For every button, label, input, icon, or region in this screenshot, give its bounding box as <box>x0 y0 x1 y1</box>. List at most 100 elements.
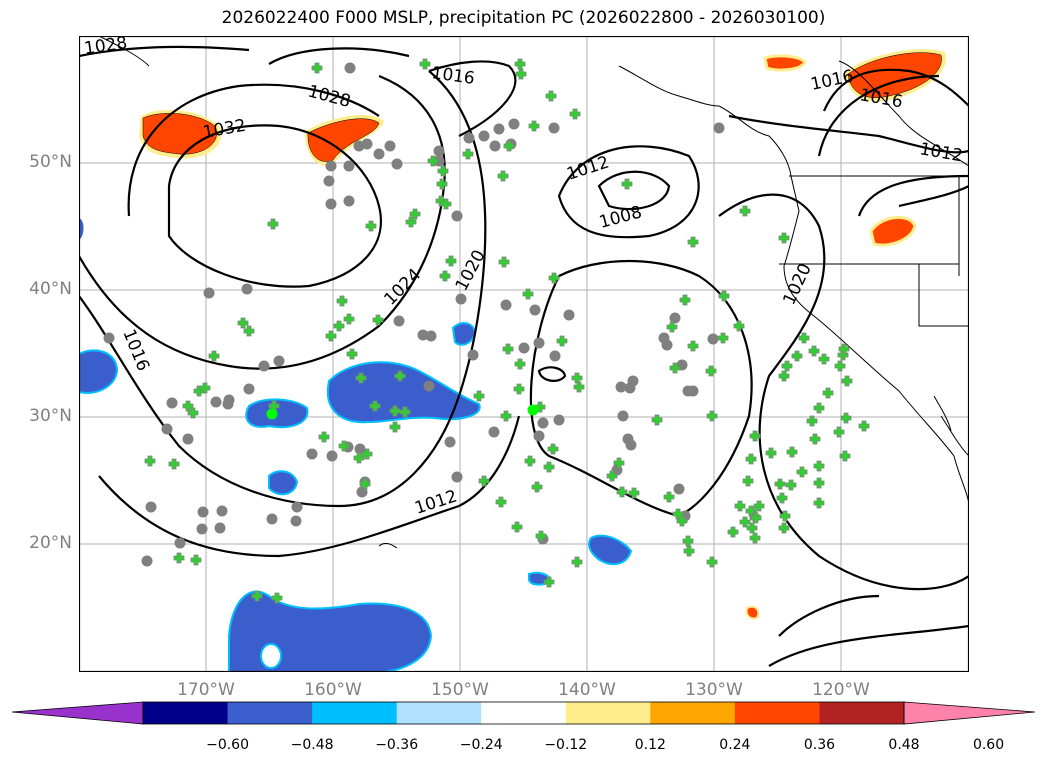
station-cross-marker <box>651 414 663 426</box>
station-circle-marker <box>266 513 278 525</box>
station-cross-marker <box>718 290 730 302</box>
station-cross-marker <box>355 372 367 384</box>
station-cross-marker <box>839 450 851 462</box>
station-circle-marker <box>166 397 178 409</box>
station-cross-marker <box>503 140 515 152</box>
precip-neg-area <box>228 590 433 672</box>
colorbar-tick-label: −0.36 <box>375 737 419 753</box>
station-cross-marker <box>746 522 758 534</box>
station-circle-marker <box>145 501 157 513</box>
station-circle-marker <box>489 140 501 152</box>
station-cross-marker <box>524 455 536 467</box>
station-cross-marker <box>616 486 628 498</box>
station-cross-marker <box>545 90 557 102</box>
station-cross-marker <box>833 426 845 438</box>
station-circle-marker <box>444 436 456 448</box>
station-cross-marker <box>419 58 431 70</box>
station-cross-marker <box>858 420 870 432</box>
station-cross-marker <box>706 556 718 568</box>
colorbar-extend-low <box>12 702 143 724</box>
colorbar-tick-label: −0.24 <box>459 737 503 753</box>
station-circle-marker <box>210 396 222 408</box>
colorbar <box>11 701 1036 725</box>
station-circle-marker <box>624 382 636 394</box>
station-cross-marker <box>806 415 818 427</box>
station-circle-marker <box>141 555 153 567</box>
station-circle-marker <box>548 122 560 134</box>
station-cross-marker <box>779 510 791 522</box>
station-cross-marker <box>365 220 377 232</box>
station-circle-marker <box>493 123 505 135</box>
station-cross-marker <box>734 500 746 512</box>
station-cross-marker <box>687 340 699 352</box>
station-cross-marker <box>739 205 751 217</box>
station-circle-marker <box>433 155 445 167</box>
station-cross-marker <box>548 272 560 284</box>
station-cross-marker <box>514 58 526 70</box>
station-cross-marker <box>742 475 754 487</box>
station-cross-marker <box>271 592 283 604</box>
station-circle-marker <box>451 471 463 483</box>
station-cross-marker <box>841 375 853 387</box>
station-circle-marker <box>323 175 335 187</box>
colorbar-tick-label: 0.24 <box>719 737 751 753</box>
station-cross-marker <box>739 516 751 528</box>
station-circle-marker <box>563 309 575 321</box>
station-circle-marker <box>455 293 467 305</box>
station-circle-marker <box>326 450 338 462</box>
station-circle-marker <box>343 160 355 172</box>
station-highlight-marker <box>527 404 539 416</box>
isobars <box>79 45 969 667</box>
station-cross-marker <box>556 335 568 347</box>
precip-hole <box>260 643 282 669</box>
colorbar-segment <box>565 702 651 724</box>
station-cross-marker <box>325 330 337 342</box>
station-cross-marker <box>796 466 808 478</box>
station-cross-marker <box>687 236 699 248</box>
precip-neg-area <box>268 470 299 496</box>
station-circle-marker <box>451 210 463 222</box>
isobar-label: 1028 <box>83 36 129 59</box>
station-cross-marker <box>791 350 803 362</box>
station-cross-marker <box>199 382 211 394</box>
station-cross-marker <box>528 120 540 132</box>
station-circle-marker <box>707 333 719 345</box>
station-cross-marker <box>522 288 534 300</box>
lon-label-150w: 150°W <box>431 680 489 700</box>
station-cross-marker <box>749 532 761 544</box>
station-cross-marker <box>733 320 745 332</box>
station-circle-marker <box>103 332 115 344</box>
station-cross-marker <box>372 314 384 326</box>
station-cross-marker <box>543 461 555 473</box>
station-cross-marker <box>676 515 688 527</box>
station-circle-marker <box>391 158 403 170</box>
station-circle-marker <box>325 160 337 172</box>
station-cross-marker <box>359 478 371 490</box>
station-circle-marker <box>529 304 541 316</box>
negative-precip-areas <box>79 218 633 672</box>
station-circle-marker <box>325 198 337 210</box>
station-circle-marker <box>196 523 208 535</box>
station-cross-marker <box>838 343 850 355</box>
station-circle-marker <box>273 355 285 367</box>
isobar-labels: 1028 1016 1028 1032 1016 1016 1012 1012 … <box>83 36 964 519</box>
station-cross-marker <box>462 148 474 160</box>
lon-label-140w: 140°W <box>558 680 616 700</box>
station-circle-marker <box>533 430 545 442</box>
lon-label-130w: 130°W <box>685 680 743 700</box>
station-circle-marker <box>518 342 530 354</box>
station-cross-marker <box>786 446 798 458</box>
station-cross-marker <box>706 410 718 422</box>
station-circle-marker <box>549 350 561 362</box>
coastlines <box>98 36 969 549</box>
station-cross-marker <box>427 155 439 167</box>
colorbar-segment <box>481 702 567 724</box>
station-cross-marker <box>813 460 825 472</box>
station-cross-marker <box>346 348 358 360</box>
station-circle-marker <box>500 299 512 311</box>
station-cross-marker <box>336 295 348 307</box>
map-border <box>78 35 970 673</box>
station-circle-marker <box>625 439 637 451</box>
station-cross-marker <box>208 350 220 362</box>
station-cross-marker <box>809 433 821 445</box>
